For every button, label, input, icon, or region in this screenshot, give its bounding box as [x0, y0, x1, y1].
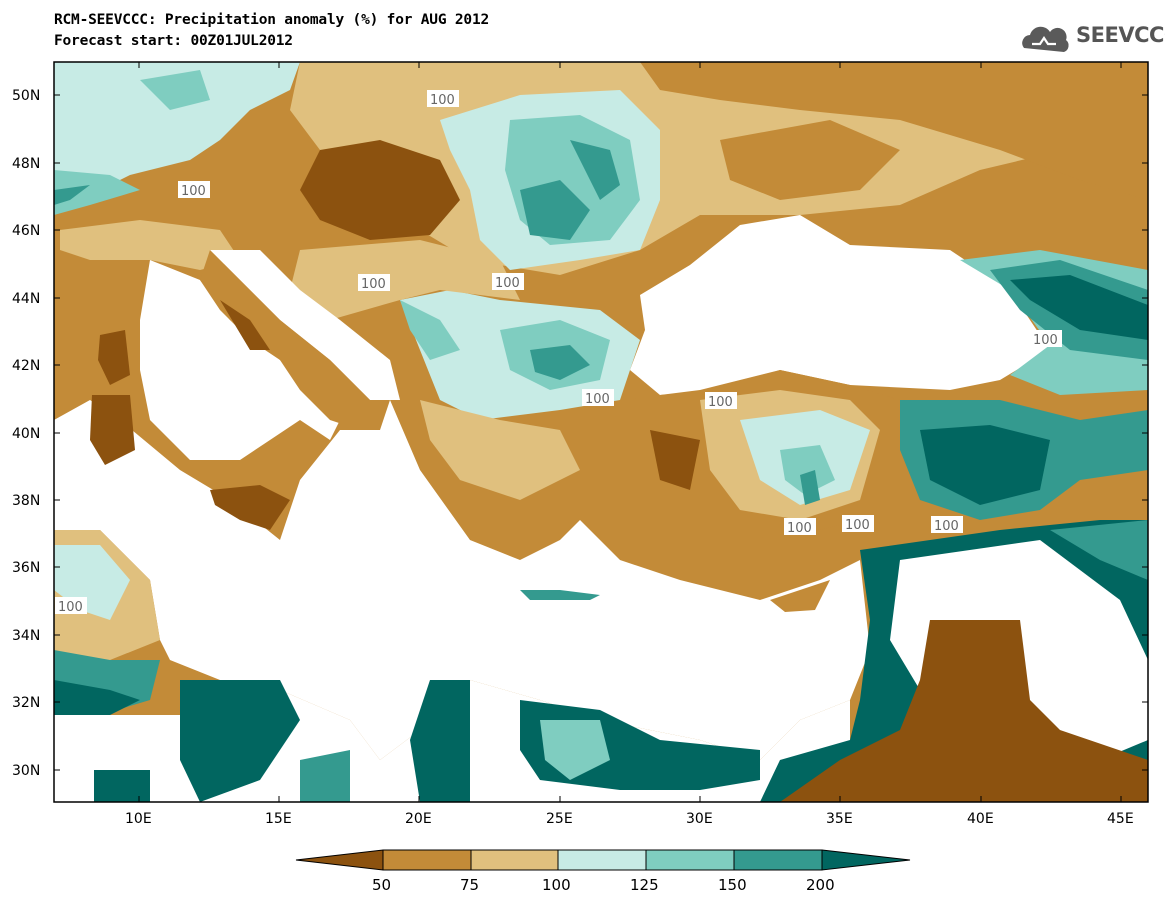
- lat-tick-label: 36N: [12, 560, 40, 576]
- map-frame: [53, 61, 1149, 803]
- contour-label: 100: [58, 600, 83, 615]
- lon-tick-label: 15E: [265, 811, 292, 827]
- colorbar-segment: [557, 849, 647, 871]
- lat-tick-label: 44N: [12, 291, 40, 307]
- map-fields: [54, 62, 1148, 802]
- lat-tick-label: 32N: [12, 695, 40, 711]
- colorbar-label: 75: [460, 876, 479, 894]
- longitude-axis: 10E 15E 20E 25E 30E 35E 40E 45E: [125, 62, 1134, 827]
- contour-label: 100: [845, 518, 870, 533]
- contour-label: 100: [787, 521, 812, 536]
- contour-label: 100: [1033, 333, 1058, 348]
- contour-label: 100: [495, 276, 520, 291]
- colorbar: 50 75 100 125 150 200: [295, 849, 911, 894]
- colorbar-segment: [733, 849, 823, 871]
- forecast-start-subtitle: Forecast start: 00Z01JUL2012: [54, 33, 293, 49]
- lat-tick-label: 34N: [12, 628, 40, 644]
- colorbar-label: 125: [630, 876, 659, 894]
- latitude-axis: 50N 48N 46N 44N 42N 40N 38N 36N 34N 32N …: [12, 88, 1148, 779]
- colorbar-label: 150: [718, 876, 747, 894]
- contour-label: 100: [585, 392, 610, 407]
- lon-tick-label: 20E: [405, 811, 432, 827]
- colorbar-segment: [645, 849, 735, 871]
- lon-tick-label: 30E: [686, 811, 713, 827]
- contour-label: 100: [430, 93, 455, 108]
- lon-tick-label: 10E: [125, 811, 152, 827]
- colorbar-label: 200: [806, 876, 835, 894]
- colorbar-segment: [470, 849, 559, 871]
- contour-label: 100: [708, 395, 733, 410]
- contour-label: 100: [361, 277, 386, 292]
- lon-tick-label: 40E: [967, 811, 994, 827]
- lon-tick-label: 45E: [1107, 811, 1134, 827]
- lat-tick-label: 42N: [12, 358, 40, 374]
- colorbar-label: 50: [372, 876, 391, 894]
- logo-wordmark: SEEVCCC: [1076, 23, 1165, 47]
- contour-label: 100: [934, 519, 959, 534]
- map-title: RCM-SEEVCCC: Precipitation anomaly (%) f…: [54, 12, 490, 28]
- lat-tick-label: 50N: [12, 88, 40, 104]
- colorbar-segment: [295, 849, 384, 871]
- lon-tick-label: 35E: [826, 811, 853, 827]
- lat-tick-label: 30N: [12, 763, 40, 779]
- colorbar-segment: [382, 849, 472, 871]
- lat-tick-label: 48N: [12, 156, 40, 172]
- lat-tick-label: 40N: [12, 426, 40, 442]
- colorbar-label: 100: [542, 876, 571, 894]
- contour-labels: 100 100 100 100 100 100 100 100 100 100 …: [55, 90, 1062, 615]
- lon-tick-label: 25E: [546, 811, 573, 827]
- contour-label: 100: [181, 184, 206, 199]
- cloud-logo-icon: [1022, 26, 1069, 52]
- colorbar-segment: [821, 849, 911, 871]
- lat-tick-label: 38N: [12, 493, 40, 509]
- lat-tick-label: 46N: [12, 223, 40, 239]
